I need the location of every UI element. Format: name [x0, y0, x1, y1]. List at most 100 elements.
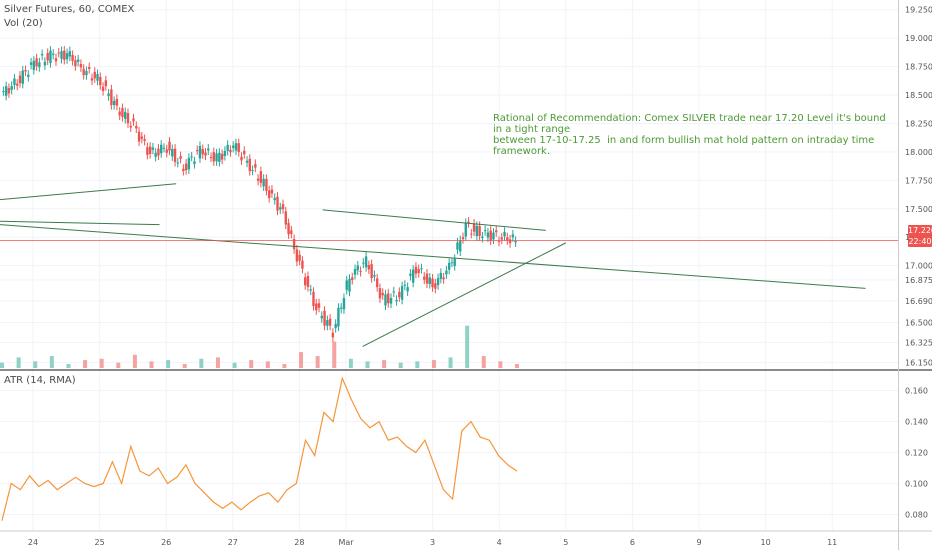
symbol-title: Silver Futures, 60, COMEX — [4, 4, 135, 15]
time-tick-label: 3 — [430, 538, 435, 547]
price-tick-label: 19.250 — [905, 6, 932, 15]
candle-body — [450, 262, 454, 264]
price-tick-label: 18.500 — [905, 91, 932, 100]
time-tick-label: 24 — [28, 538, 38, 547]
candle-body — [10, 85, 13, 90]
candle-body — [29, 62, 33, 65]
candle-body — [403, 284, 407, 286]
time-tick-label: Mar — [338, 538, 354, 547]
candle-body — [165, 149, 168, 153]
candle-body — [500, 237, 503, 240]
candle-body — [223, 150, 227, 156]
candle-body — [104, 80, 108, 87]
candle-body — [320, 315, 323, 319]
candle-body — [196, 150, 199, 152]
candle-body — [132, 118, 135, 122]
candle-body — [237, 143, 240, 153]
volume-bar — [16, 357, 21, 368]
candle-body — [38, 62, 41, 68]
candle-body — [459, 240, 462, 252]
time-tick-label: 25 — [95, 538, 105, 547]
candle-body — [351, 277, 354, 281]
price-tick-label: 17.000 — [905, 262, 932, 271]
candle-body — [157, 148, 160, 156]
candle-body — [76, 59, 80, 62]
volume-bar — [182, 364, 187, 368]
candle-body — [32, 60, 36, 70]
volume-bar — [448, 357, 453, 368]
candle-body — [301, 260, 304, 269]
volume-bar — [199, 358, 204, 368]
candle-body — [362, 262, 365, 264]
candle-body — [492, 232, 495, 240]
candle-body — [215, 153, 218, 162]
candle-body — [359, 271, 362, 273]
candle-body — [68, 51, 72, 57]
candle-body — [54, 58, 58, 62]
candle-body — [475, 225, 479, 237]
candle-body — [506, 237, 509, 241]
candle-body — [218, 152, 221, 162]
price-tick-label: 17.500 — [905, 205, 932, 214]
candle-body — [18, 75, 22, 84]
candle-body — [337, 307, 340, 327]
candle-body — [442, 277, 445, 280]
volume-bar — [348, 358, 353, 368]
candle-body — [486, 232, 490, 238]
candle-body — [290, 230, 293, 234]
candle-body — [489, 230, 492, 241]
candle-body — [395, 299, 398, 302]
candle-body — [348, 278, 351, 292]
atr-tick-label: 0.100 — [905, 480, 928, 489]
volume-bar — [132, 354, 137, 368]
candle-body — [331, 332, 335, 338]
volume-bar — [415, 361, 420, 368]
candle-body — [364, 256, 368, 268]
price-tick-label: 16.500 — [905, 319, 932, 328]
candle-body — [434, 283, 437, 289]
volume-indicator-label: Vol (20) — [4, 18, 43, 29]
candle-body — [503, 231, 506, 237]
candle-body — [306, 276, 310, 288]
candle-body — [52, 53, 55, 55]
candle-body — [96, 74, 99, 81]
candle-body — [182, 168, 185, 171]
candle-body — [74, 60, 77, 67]
candle-body — [2, 91, 5, 93]
candle-body — [207, 148, 210, 151]
candle-body — [267, 190, 271, 199]
candle-body — [375, 278, 379, 288]
time-tick-label: 26 — [161, 538, 171, 547]
candle-body — [160, 144, 163, 154]
candle-body — [110, 89, 113, 106]
candle-body — [24, 70, 27, 72]
candle-body — [226, 144, 229, 151]
volume-bar — [33, 361, 38, 368]
time-tick-label: 28 — [294, 538, 304, 547]
candle-body — [7, 88, 11, 94]
volume-bar — [398, 362, 403, 368]
candle-body — [339, 307, 343, 309]
candle-body — [124, 112, 127, 119]
candle-body — [470, 233, 473, 235]
volume-bar — [299, 352, 304, 368]
candle-body — [85, 70, 88, 76]
candle-body — [453, 258, 456, 267]
candle-body — [248, 158, 252, 172]
volume-bar — [116, 362, 121, 368]
candle-body — [345, 280, 348, 290]
candle-body — [137, 131, 141, 142]
candle-body — [212, 152, 216, 162]
candle-body — [464, 222, 467, 237]
volume-bar — [83, 360, 88, 368]
time-tick-label: 27 — [228, 538, 238, 547]
candle-body — [40, 54, 44, 56]
candle-body — [342, 298, 346, 310]
volume-bar — [515, 364, 519, 368]
volume-bar — [332, 341, 337, 368]
volume-bar — [481, 356, 486, 368]
candle-body — [88, 67, 91, 70]
time-tick-label: 4 — [497, 538, 502, 547]
